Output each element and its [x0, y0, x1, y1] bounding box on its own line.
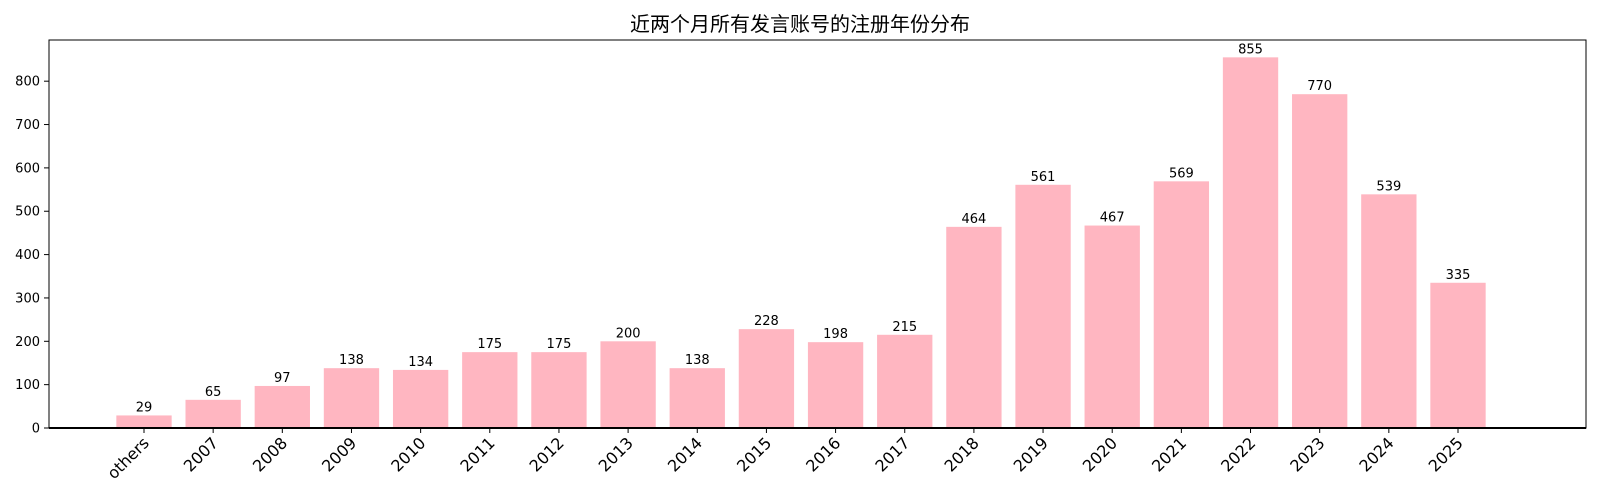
x-tick-label: 2015: [733, 433, 775, 475]
bar-2011: [462, 352, 518, 428]
bar-2008: [254, 385, 310, 428]
x-tick-label: 2013: [595, 433, 637, 475]
bar-2018: [946, 226, 1002, 428]
y-tick-label: 500: [15, 205, 40, 220]
bar-value-label: 65: [205, 385, 222, 400]
y-tick-label: 100: [15, 378, 40, 393]
x-tick-label: 2007: [180, 433, 222, 475]
x-axis: others 2007 2008 2009 2010 2011 2012 2013 2014 20…: [103, 428, 1467, 483]
y-tick-label: 400: [15, 248, 40, 263]
bar-value-label: 175: [547, 337, 572, 352]
x-tick-label: 2020: [1079, 433, 1121, 475]
bar-2022: [1222, 57, 1279, 428]
bar-2016: [807, 342, 864, 428]
bar-2010: [392, 369, 449, 428]
x-tick-label: 2022: [1217, 433, 1259, 475]
bar-2017: [877, 334, 933, 428]
bar-value-label: 175: [477, 337, 502, 352]
y-tick-label: 700: [15, 118, 40, 133]
bar-2025: [1430, 282, 1486, 428]
bar-2015: [738, 329, 795, 428]
bar-2019: [1015, 184, 1071, 428]
bar-value-label: 561: [1031, 170, 1056, 185]
x-tick-label: 2010: [387, 433, 429, 475]
x-tick-label: 2021: [1148, 433, 1190, 475]
x-tick-label: others: [103, 433, 152, 482]
bar-2009: [323, 368, 380, 428]
bar-2020: [1084, 225, 1140, 428]
bar-value-labels: 29 65 97 138 134 175 175 200 138 228 198 215 464 561 4…: [136, 42, 1471, 415]
x-tick-label: 2024: [1355, 433, 1397, 475]
bar-value-label: 215: [892, 320, 917, 335]
x-tick-label: 2012: [526, 433, 568, 475]
bar-value-label: 97: [274, 371, 291, 386]
x-tick-label: 2025: [1425, 433, 1467, 475]
bar-2013: [600, 341, 656, 428]
bar-value-label: 467: [1100, 211, 1125, 226]
y-tick-label: 200: [15, 335, 40, 350]
bar-value-label: 138: [685, 353, 710, 368]
bars: [116, 57, 1486, 428]
bar-value-label: 569: [1169, 166, 1194, 181]
bar-value-label: 855: [1238, 42, 1263, 57]
x-tick-label: 2018: [940, 433, 982, 475]
bar-value-label: 228: [754, 314, 779, 329]
bar-value-label: 335: [1446, 268, 1471, 283]
bar-2007: [185, 399, 241, 428]
x-tick-label: 2014: [664, 433, 706, 475]
bar-2021: [1153, 181, 1210, 428]
x-tick-label: 2019: [1010, 433, 1052, 475]
y-tick-label: 800: [15, 75, 40, 90]
bar-2012: [531, 352, 587, 428]
x-tick-label: 2017: [871, 433, 913, 475]
y-tick-label: 300: [15, 291, 40, 306]
bar-value-label: 770: [1307, 79, 1332, 94]
y-tick-label: 600: [15, 161, 40, 176]
bar-2014: [669, 368, 725, 428]
bar-2024: [1361, 194, 1417, 428]
bar-2023: [1292, 94, 1348, 428]
bar-value-label: 138: [339, 353, 364, 368]
bar-others: [116, 415, 172, 428]
x-tick-label: 2009: [318, 433, 360, 475]
y-tick-label: 0: [32, 422, 40, 437]
bar-value-label: 539: [1376, 179, 1401, 194]
x-tick-label: 2023: [1286, 433, 1328, 475]
x-tick-label: 2011: [456, 433, 498, 475]
bar-value-label: 134: [408, 355, 433, 370]
bar-value-label: 29: [136, 400, 153, 415]
chart-title: 近两个月所有发言账号的注册年份分布: [630, 12, 970, 36]
bar-value-label: 200: [616, 326, 641, 341]
x-tick-label: 2016: [802, 433, 844, 475]
bar-value-label: 464: [961, 212, 986, 227]
x-tick-label: 2008: [249, 433, 291, 475]
y-axis: 0 100 200 300 400 500 600 700 800: [15, 75, 49, 437]
bar-value-label: 198: [823, 327, 848, 342]
